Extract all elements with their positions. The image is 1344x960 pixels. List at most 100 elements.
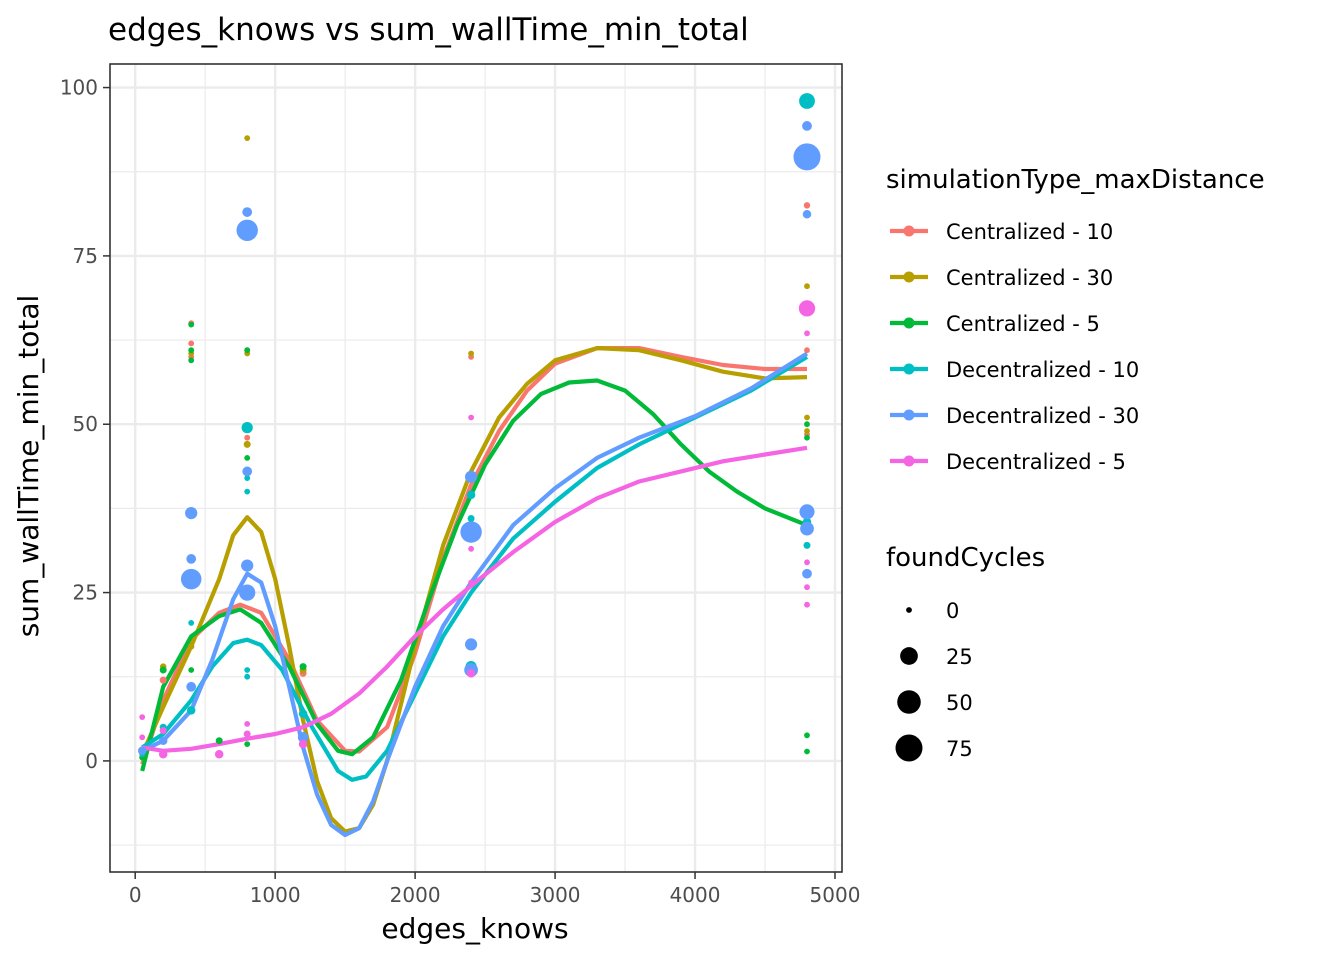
data-point	[799, 93, 815, 109]
y-tick-label: 75	[73, 244, 98, 268]
x-tick-label: 2000	[390, 883, 441, 907]
data-point	[241, 559, 254, 572]
data-point	[804, 434, 810, 441]
data-point	[299, 663, 307, 671]
data-point	[187, 643, 195, 650]
data-point	[804, 421, 810, 428]
data-point	[298, 739, 308, 749]
legend-label: Centralized - 30	[946, 266, 1113, 290]
data-point	[802, 568, 812, 579]
data-point	[244, 434, 251, 441]
data-point	[804, 414, 810, 421]
data-point	[804, 559, 810, 566]
x-tick-label: 5000	[810, 883, 861, 907]
x-tick-label: 0	[129, 883, 142, 907]
data-point	[244, 721, 251, 727]
legend-label: Decentralized - 5	[946, 450, 1126, 474]
data-point	[159, 666, 167, 674]
data-point	[186, 554, 197, 564]
data-point	[297, 732, 309, 743]
data-point	[800, 521, 814, 536]
data-point	[798, 300, 816, 317]
data-point	[188, 347, 195, 354]
data-point	[158, 736, 168, 745]
y-tick-label: 100	[60, 76, 98, 100]
data-point	[214, 749, 224, 759]
data-point	[137, 746, 147, 756]
legend-key-point	[903, 409, 915, 421]
legend-size-key	[906, 607, 912, 613]
data-point	[239, 584, 256, 601]
y-tick-label: 25	[73, 581, 98, 605]
smooth-line	[141, 445, 808, 753]
data-point	[158, 749, 168, 759]
data-point	[804, 732, 810, 739]
data-point	[803, 202, 811, 209]
y-tick-label: 50	[73, 412, 98, 436]
data-point	[804, 748, 810, 755]
data-point	[236, 219, 258, 242]
data-point	[464, 638, 478, 651]
legend-key-point	[903, 225, 915, 237]
data-point	[242, 466, 253, 477]
data-point	[244, 488, 251, 495]
legend: simulationType_maxDistance Centralized -…	[886, 165, 1265, 762]
data-point	[243, 730, 251, 738]
data-point	[188, 620, 195, 626]
y-tick-label: 0	[85, 749, 98, 773]
data-point	[468, 579, 474, 586]
smooth-line	[141, 355, 809, 782]
legend-size-key	[897, 690, 921, 714]
data-point	[188, 340, 195, 347]
data-point	[804, 330, 810, 337]
data-point	[215, 737, 223, 745]
x-axis-title: edges_knows	[381, 912, 568, 945]
legend-label: Centralized - 5	[946, 312, 1100, 336]
data-point	[188, 357, 195, 364]
data-point	[804, 601, 810, 608]
plot-panel	[109, 63, 843, 873]
y-axis: 0 25 50 75 100	[60, 76, 110, 773]
data-point	[244, 475, 251, 481]
data-point	[802, 209, 812, 219]
data-point	[468, 414, 474, 421]
data-point	[242, 207, 253, 217]
data-point	[244, 673, 251, 680]
data-point	[804, 347, 810, 354]
legend-label: Decentralized - 10	[946, 358, 1139, 382]
data-point	[804, 283, 810, 290]
data-point	[244, 455, 251, 461]
legend-size-title: foundCycles	[886, 543, 1045, 573]
y-axis-title: sum_wallTime_min_total	[12, 295, 45, 638]
legend-color-keys: Centralized - 10 Centralized - 30 Centrali…	[890, 220, 1139, 474]
data-point	[464, 470, 478, 483]
smooth-lines	[140, 346, 809, 838]
data-point	[802, 121, 812, 131]
data-point	[180, 568, 202, 590]
data-point	[804, 428, 810, 434]
legend-size-label: 25	[946, 645, 973, 669]
data-point	[188, 321, 195, 328]
data-point	[466, 669, 476, 678]
x-tick-label: 3000	[530, 883, 581, 907]
x-axis: 0 1000 2000 3000 4000 5000	[129, 872, 861, 907]
data-point	[186, 681, 197, 692]
legend-size-key	[900, 647, 918, 665]
legend-label: Decentralized - 30	[946, 404, 1139, 428]
legend-size-keys: 0 25 50 75	[895, 599, 973, 762]
data-point	[244, 741, 251, 747]
data-point	[804, 584, 810, 591]
data-point	[188, 667, 195, 673]
data-point	[139, 714, 146, 720]
data-point	[243, 440, 251, 448]
legend-color-title: simulationType_maxDistance	[886, 165, 1265, 195]
chart-title: edges_knows vs sum_wallTime_min_total	[108, 12, 749, 48]
legend-key-point	[903, 317, 915, 329]
data-point	[460, 521, 482, 543]
legend-key-point	[903, 455, 915, 467]
data-point	[298, 709, 308, 719]
legend-size-label: 50	[946, 691, 973, 715]
panel-background	[110, 64, 842, 872]
data-point	[241, 421, 253, 434]
data-point	[467, 515, 475, 522]
